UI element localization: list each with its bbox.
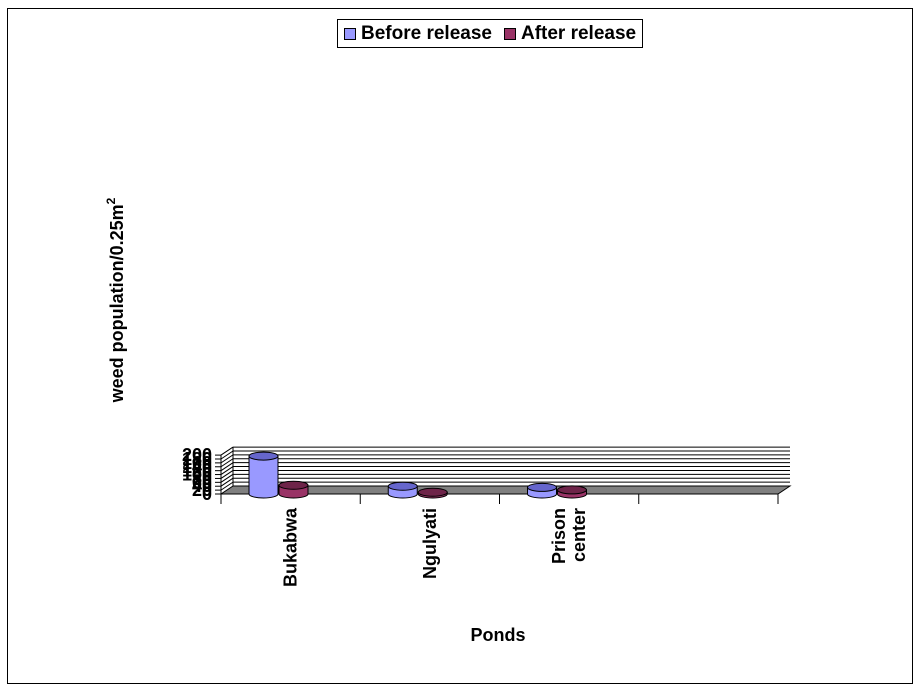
gridline-side [220, 450, 234, 460]
y-tick-label: 20 [192, 480, 212, 500]
gridline-side [220, 473, 234, 483]
axes [215, 454, 779, 504]
y-tick-label: 100 [182, 465, 212, 485]
gridline-side [220, 458, 234, 468]
x-axis-title: Ponds [470, 625, 525, 645]
bar-after-1 [417, 487, 448, 499]
bar-after-2 [557, 485, 587, 499]
x-tick-label: center [569, 508, 589, 562]
chart-floor [219, 485, 792, 495]
legend-label-before: Before release [361, 22, 492, 44]
bar-after-0 [278, 480, 309, 499]
bar-before-2 [527, 482, 557, 499]
y-axis-title-text: weed population/0.25m [107, 204, 127, 403]
gridline-side [220, 470, 234, 479]
y-tick-label: 60 [192, 472, 212, 492]
x-tick-label: Bukabwa [281, 507, 301, 587]
chart-floor-plane [219, 485, 792, 495]
legend-label-after: After release [520, 22, 637, 44]
y-tick-label: 180 [182, 449, 212, 469]
chart-frame [7, 8, 913, 684]
gridline-side [220, 481, 234, 491]
gridline-side [220, 454, 234, 464]
y-tick-label: 160 [182, 453, 212, 473]
x-tick-label: Prison [549, 508, 569, 564]
y-tick-label: 140 [182, 457, 212, 477]
bars [248, 451, 587, 499]
legend-item-before: Before release [344, 23, 492, 45]
bar-top [278, 480, 309, 490]
bar-before-1 [387, 481, 418, 499]
x-tick-label: Ngulyati [420, 508, 440, 579]
bar-top [527, 482, 557, 492]
gridline-side [220, 466, 234, 475]
gridline-side [220, 477, 234, 487]
gridlines [220, 446, 790, 491]
legend: Before release After release [337, 19, 644, 48]
y-tick-label: 0 [202, 484, 212, 504]
bar-top [557, 485, 587, 495]
bar-top [387, 481, 418, 491]
y-axis-title-superscript: 2 [104, 197, 118, 204]
bar-top [417, 487, 448, 497]
gridline-side [220, 446, 234, 456]
legend-item-after: After release [503, 22, 637, 45]
bar-top [248, 451, 279, 461]
legend-swatch-before [344, 27, 356, 40]
y-tick-label: 40 [192, 476, 212, 496]
bar-body [248, 455, 279, 499]
legend-swatch-after [503, 27, 516, 40]
y-axis-title: weed population/0.25m2 [104, 197, 127, 403]
y-tick-label: 120 [182, 461, 212, 481]
bar-before-0 [248, 451, 279, 499]
gridline-side [220, 462, 234, 472]
y-tick-label: 80 [192, 468, 212, 488]
y-tick-label: 200 [182, 445, 212, 465]
